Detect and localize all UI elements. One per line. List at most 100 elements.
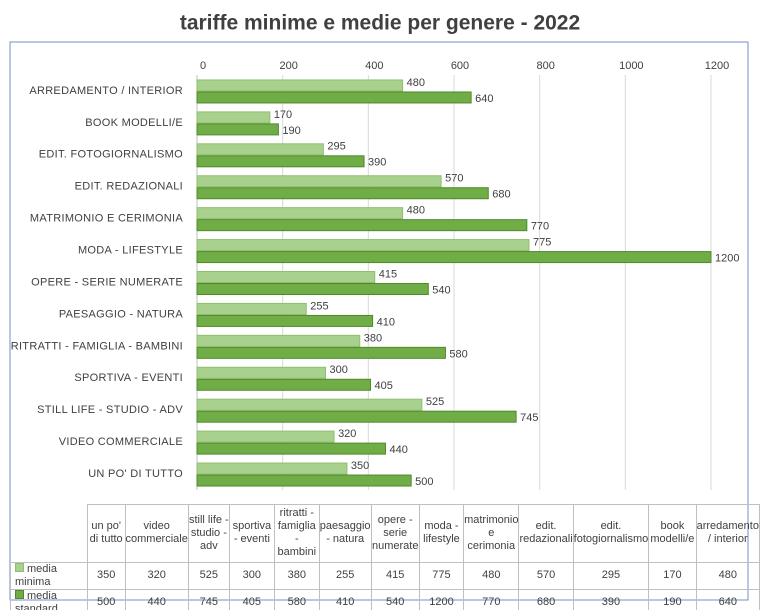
table-cell: 480 [695,561,760,590]
y-tick-label: EDIT. FOTOGIORNALISMO [39,149,183,161]
legend-key [15,590,24,599]
table-row-header: media minima [10,561,88,590]
data-label: 295 [327,141,345,153]
table-cell: 770 [463,588,520,610]
table-corner [10,504,88,563]
y-tick-label: STILL LIFE - STUDIO - ADV [37,404,183,416]
table-column-header: video commerciale [124,504,189,563]
bar [196,302,307,315]
table-cell: 580 [273,588,320,610]
x-tick-label: 200 [279,60,297,72]
bar [196,410,517,423]
bar [196,219,528,232]
table-column-header: paesaggio - natura [318,504,372,563]
table-cell: 415 [370,561,420,590]
table-cell: 680 [518,588,574,610]
table-cell: 570 [518,561,574,590]
table-column-header: edit. redazionali [518,504,574,563]
y-tick-label: BOOK MODELLI/E [85,117,183,129]
table-cell: 170 [648,561,697,590]
bar [196,175,442,188]
y-tick-label: MATRIMONIO E CERIMONIA [30,213,183,225]
data-label: 500 [415,476,433,488]
data-label: 680 [492,189,510,201]
table-cell: 540 [370,588,420,610]
data-label: 380 [364,332,382,344]
bar [196,239,530,252]
table-cell: 300 [228,561,275,590]
bar [196,346,446,359]
data-label: 190 [282,125,300,137]
data-label: 770 [531,221,549,233]
table-row: media standard 500 440 745 405 580 410 540 1200 7… [10,588,760,610]
data-label: 415 [379,268,397,280]
bar [196,207,404,220]
x-tick-label: 0 [200,60,206,72]
table-cell: 440 [124,588,189,610]
table-column-header: ritratti - famiglia - bambini [273,504,320,563]
data-label: 320 [338,428,356,440]
y-tick-label: RITRATTI - FAMIGLIA - BAMBINI [11,340,183,352]
table-row-header: media standard [10,588,88,610]
table-column-header: sportiva - eventi [228,504,275,563]
table-cell: 480 [463,561,520,590]
data-label: 1200 [715,252,739,264]
bar [196,474,412,487]
data-label: 525 [426,396,444,408]
data-label: 540 [432,284,450,296]
table-cell: 775 [418,561,465,590]
table-column-header: matrimonio e cerimonia [463,504,520,563]
data-label: 580 [449,348,467,360]
table-cell: 390 [572,588,650,610]
chart-title: tariffe minime e medie per genere - 2022 [180,12,580,35]
bar [196,187,489,200]
legend-label: media standard [15,589,58,610]
bar [196,111,271,124]
y-tick-label: SPORTIVA - EVENTI [74,372,183,384]
bar [196,378,371,391]
data-label: 300 [330,364,348,376]
bar [196,123,279,136]
bar [196,271,376,283]
data-label: 480 [407,77,425,89]
table-column-header: edit. fotogiornalismo [572,504,650,563]
y-tick-label: PAESAGGIO - NATURA [59,308,184,320]
data-label: 255 [310,300,328,312]
bar [196,462,348,475]
table-cell: 525 [187,561,230,590]
data-label: 410 [377,316,395,328]
data-label: 405 [374,380,392,392]
table-cell: 295 [572,561,650,590]
table-column-header: arredamento / interior [695,504,760,563]
y-tick-label: UN PO' DI TUTTO [88,468,183,480]
legend-key [15,563,24,572]
table-cell: 1200 [418,588,465,610]
data-label: 170 [274,109,292,121]
table-column-header: un po' di tutto [86,504,126,563]
table-cell: 190 [648,588,697,610]
data-table: un po' di tutto video commerciale still li… [10,504,760,610]
table-cell: 320 [124,561,189,590]
table-cell: 255 [318,561,372,590]
table-column-header: still life - studio - adv [187,504,230,563]
bar [196,155,365,168]
data-label: 745 [520,412,538,424]
bar [196,430,335,443]
table-column-header: moda - lifestyle [418,504,465,563]
table-cell: 350 [86,561,126,590]
y-tick-label: VIDEO COMMERCIALE [59,436,183,448]
x-tick-label: 1000 [619,60,643,72]
y-tick-label: OPERE - SERIE NUMERATE [31,276,183,288]
data-label: 570 [445,173,463,185]
bar [196,79,404,92]
table-column-header: opere - serie numerate [370,504,420,563]
bar [196,398,423,411]
bar [196,442,386,455]
table-header-row: un po' di tutto video commerciale still li… [10,504,760,563]
data-label: 640 [475,93,493,105]
bar [196,91,472,104]
table-cell: 745 [187,588,230,610]
y-tick-label: MODA - LIFESTYLE [78,244,183,256]
